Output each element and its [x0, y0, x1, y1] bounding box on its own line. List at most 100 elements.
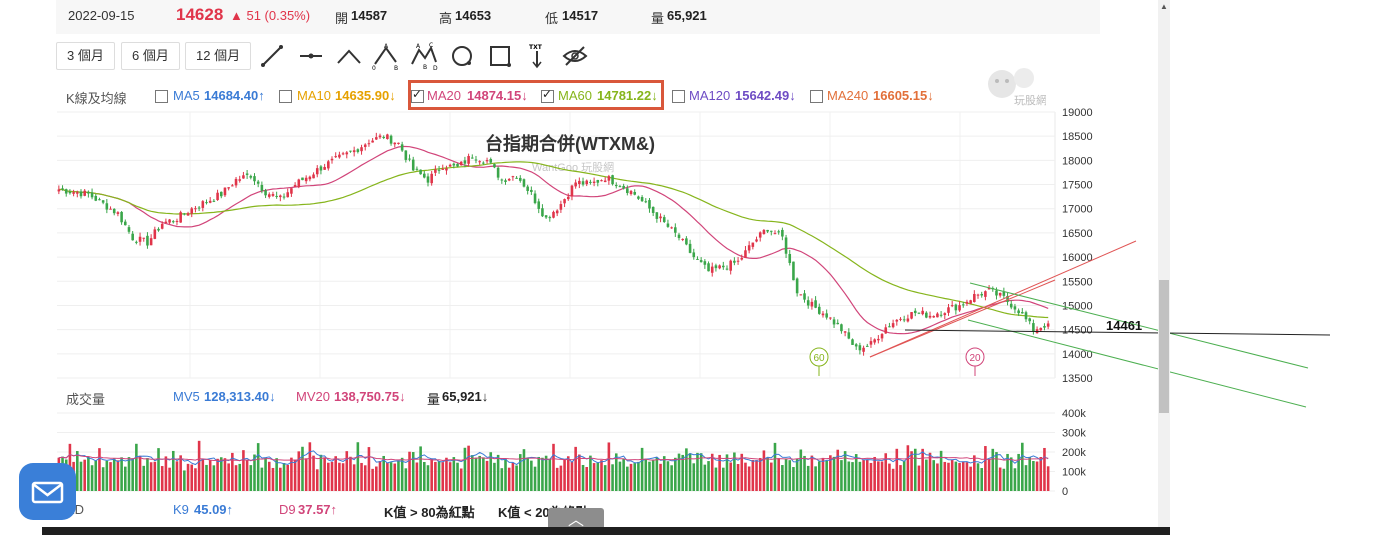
ma5-checkbox[interactable] — [155, 90, 168, 103]
candle-body — [633, 191, 637, 195]
candle-body — [504, 180, 507, 182]
candle-body — [659, 216, 662, 219]
volume-bar — [559, 465, 563, 491]
volume-bar — [293, 459, 297, 491]
volume-bar — [1028, 456, 1031, 491]
candle-body — [851, 339, 854, 345]
volume-bar — [578, 454, 581, 491]
candle-body — [548, 217, 552, 219]
candle-body — [245, 173, 249, 175]
volume-bar — [522, 449, 526, 491]
candle-body — [950, 305, 954, 307]
volume-chart[interactable]: 400k 300k 200k 100k 0 — [0, 405, 1100, 497]
candle-body — [522, 179, 526, 187]
trendline-green-upper[interactable] — [969, 282, 1309, 369]
text-tool-icon[interactable]: TXT — [523, 42, 551, 70]
hide-eye-icon[interactable] — [561, 42, 589, 70]
volume-bar — [714, 467, 718, 491]
volume-bar — [164, 456, 168, 491]
price-tick-label: 14500 — [1062, 325, 1093, 337]
scrollbar-thumb[interactable] — [1159, 280, 1169, 413]
period-6m-button[interactable]: 6 個月 — [121, 42, 180, 70]
abcd-pattern-icon[interactable]: A C B D — [410, 42, 438, 70]
ma120-checkbox[interactable] — [672, 90, 685, 103]
volume-bar — [784, 458, 788, 491]
candle-body — [618, 186, 622, 188]
candle-body — [740, 257, 744, 260]
candle-body — [183, 213, 186, 215]
abc-pattern-icon[interactable]: A 0 B — [372, 42, 400, 70]
candle-body — [411, 159, 415, 171]
ma10-name: MA10 — [297, 88, 331, 103]
volume-bar — [666, 461, 670, 491]
candle-body — [984, 291, 987, 297]
scrollbar-track[interactable] — [1158, 0, 1170, 535]
volume-bar — [1009, 457, 1013, 491]
candle-body — [596, 179, 600, 183]
trendline-red-lower[interactable] — [869, 279, 1056, 358]
candle-body — [109, 208, 112, 210]
volume-bar — [662, 456, 666, 491]
circle-tool-icon[interactable] — [448, 42, 476, 70]
candle-body — [286, 192, 290, 198]
rectangle-tool-icon[interactable] — [486, 42, 514, 70]
trendline-red-upper[interactable] — [869, 240, 1137, 358]
ma60-checkbox[interactable] — [541, 87, 554, 103]
candle-body — [157, 228, 160, 231]
candle-body — [873, 339, 876, 343]
angle-tool-icon[interactable] — [335, 42, 363, 70]
period-3m-button[interactable]: 3 個月 — [56, 42, 115, 70]
ma20-checkbox[interactable] — [411, 87, 424, 103]
candle-body — [356, 149, 360, 152]
price-chart[interactable]: 台指期合併(WTXM&) WantGoo 玩股網 19000 18500 18000… — [0, 0, 1340, 535]
period-12m-button[interactable]: 12 個月 — [185, 42, 252, 70]
volume-bar — [419, 446, 422, 491]
volume-bar — [227, 463, 230, 491]
candle-body — [467, 155, 470, 164]
candle-body — [651, 206, 655, 213]
candle-body — [965, 301, 969, 304]
candle-body — [744, 250, 747, 258]
volume-bar — [1035, 461, 1039, 491]
last-price-line[interactable] — [904, 329, 1331, 336]
candle-body — [648, 200, 651, 209]
ma10-checkbox[interactable] — [279, 90, 292, 103]
volume-bar — [906, 445, 910, 491]
candle-body — [378, 135, 382, 138]
svg-text:0: 0 — [372, 65, 376, 70]
volume-bar — [109, 462, 112, 491]
mail-button[interactable] — [19, 463, 76, 520]
kline-label: K線及均線 — [66, 91, 127, 106]
trendline-green-lower[interactable] — [967, 319, 1307, 408]
volume-bar — [290, 457, 293, 491]
volume-bar — [589, 455, 592, 491]
mv5-name: MV5 — [173, 389, 200, 404]
volume-bar — [242, 450, 245, 491]
volume-bar — [301, 446, 304, 491]
horizontal-line-icon[interactable] — [297, 42, 325, 70]
volume-bar — [135, 443, 138, 491]
candle-body — [452, 163, 456, 166]
candle-body — [90, 192, 94, 198]
svg-text:A: A — [384, 43, 389, 50]
candle-body — [888, 326, 891, 328]
volume-bar — [817, 461, 821, 491]
volume-bar — [312, 455, 315, 491]
ma240-checkbox[interactable] — [810, 90, 823, 103]
candle-body — [101, 200, 105, 203]
candle-body — [135, 241, 138, 243]
candle-body — [788, 254, 792, 263]
scroll-up-icon[interactable]: ▲ — [1160, 2, 1168, 11]
volume-bar — [995, 452, 998, 491]
volume-bar — [696, 452, 699, 491]
volume-bar — [105, 460, 109, 491]
volume-bar — [1043, 447, 1046, 491]
volume-bar — [829, 455, 832, 491]
volume-bar — [448, 462, 452, 491]
candle-body — [865, 345, 869, 347]
candle-body — [1028, 318, 1031, 322]
line-tool-icon[interactable] — [258, 42, 286, 70]
candle-body — [164, 221, 168, 224]
volume-bar — [345, 451, 349, 491]
price-tick-label: 15500 — [1062, 276, 1093, 288]
